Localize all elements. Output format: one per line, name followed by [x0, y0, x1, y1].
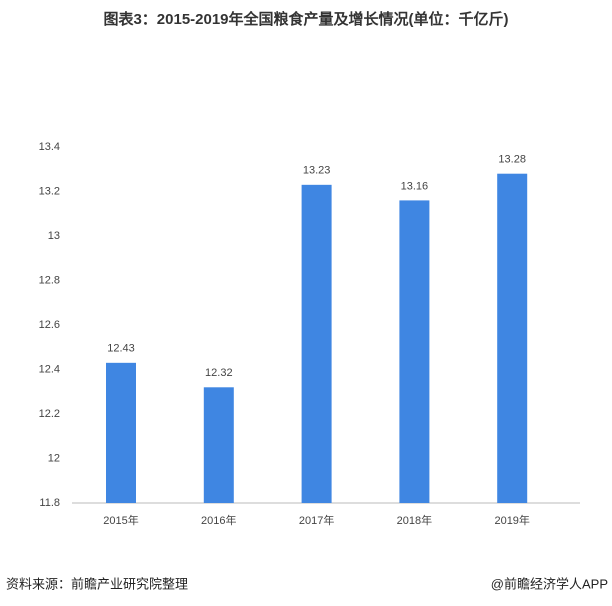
- value-label: 12.32: [205, 367, 233, 379]
- bar: [106, 362, 136, 503]
- x-tick-label: 2019年: [494, 513, 529, 527]
- y-tick-label: 11.8: [39, 497, 60, 509]
- y-tick-label: 13.4: [39, 141, 60, 153]
- bar: [399, 200, 430, 503]
- value-label: 13.28: [498, 154, 526, 166]
- y-tick-label: 13: [48, 230, 60, 242]
- y-tick-label: 12.2: [39, 408, 60, 420]
- x-tick-label: 2016年: [201, 513, 236, 527]
- x-tick-label: 2017年: [299, 513, 334, 527]
- source-note: 资料来源：前瞻产业研究院整理: [6, 576, 188, 591]
- y-tick-label: 13.2: [39, 185, 60, 197]
- value-label: 13.23: [303, 165, 331, 177]
- y-tick-label: 12.8: [39, 274, 60, 286]
- y-tick-label: 12: [48, 452, 60, 464]
- x-tick-label: 2018年: [397, 513, 432, 527]
- value-label: 13.16: [401, 180, 429, 192]
- value-label: 12.43: [107, 343, 135, 355]
- chart-title: 图表3：2015-2019年全国粮食产量及增长情况(单位：千亿斤): [103, 10, 508, 28]
- y-tick-label: 12.6: [39, 319, 60, 331]
- bar: [203, 387, 234, 503]
- bar: [301, 184, 332, 503]
- x-tick-label: 2015年: [103, 513, 138, 527]
- bar: [497, 173, 528, 503]
- y-tick-label: 12.4: [39, 363, 60, 375]
- credit-note: @前瞻经济学人APP: [491, 576, 608, 591]
